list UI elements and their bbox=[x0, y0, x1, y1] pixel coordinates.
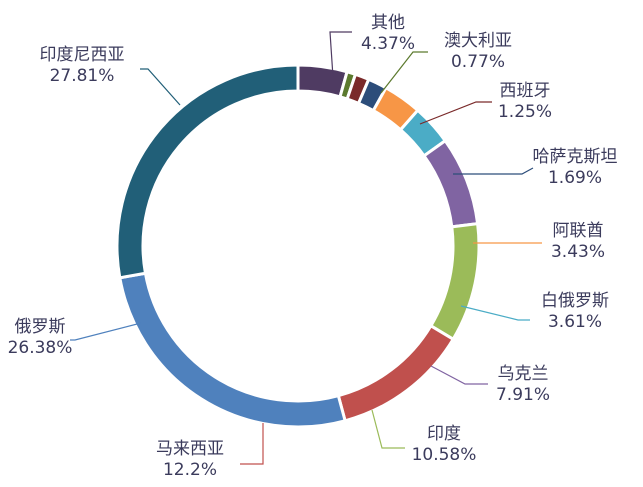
slice-value-10: 27.81% bbox=[50, 66, 115, 86]
leader-line-9 bbox=[70, 322, 142, 341]
leader-lines bbox=[70, 31, 542, 465]
slice-0 bbox=[296, 63, 349, 99]
leader-line-7 bbox=[371, 409, 405, 449]
slice-value-1: 0.77% bbox=[451, 52, 505, 72]
leader-line-6 bbox=[430, 365, 488, 385]
slice-name-5: 白俄罗斯 bbox=[541, 291, 609, 311]
leader-line-8 bbox=[240, 423, 264, 465]
slice-10 bbox=[115, 63, 300, 280]
slice-name-4: 阿联酋 bbox=[553, 221, 604, 241]
slice-name-8: 马来西亚 bbox=[156, 439, 224, 459]
donut-slices bbox=[115, 63, 481, 429]
slice-value-0: 4.37% bbox=[361, 34, 415, 54]
slice-value-8: 12.2% bbox=[163, 460, 217, 480]
slice-value-9: 26.38% bbox=[8, 338, 73, 358]
leader-line-0 bbox=[329, 31, 352, 78]
slice-name-7: 印度 bbox=[427, 424, 461, 444]
slice-value-5: 3.61% bbox=[548, 312, 602, 332]
slice-9 bbox=[118, 271, 347, 429]
leader-line-3 bbox=[453, 167, 534, 175]
leader-line-10 bbox=[140, 68, 181, 106]
slice-value-3: 1.69% bbox=[548, 168, 602, 188]
slice-value-4: 3.43% bbox=[551, 242, 605, 262]
slice-name-10: 印度尼西亚 bbox=[40, 45, 125, 65]
leader-line-1 bbox=[380, 51, 428, 94]
slice-name-1: 澳大利亚 bbox=[444, 31, 512, 51]
slice-name-9: 俄罗斯 bbox=[15, 317, 66, 337]
slice-value-2: 1.25% bbox=[498, 102, 552, 122]
slice-name-3: 哈萨克斯坦 bbox=[533, 147, 618, 167]
leader-line-2 bbox=[419, 101, 492, 125]
slice-6 bbox=[421, 138, 480, 229]
slice-value-7: 10.58% bbox=[412, 445, 477, 465]
leader-line-5 bbox=[460, 305, 530, 321]
slice-7 bbox=[428, 221, 481, 342]
slice-name-0: 其他 bbox=[371, 13, 405, 33]
slice-value-6: 7.91% bbox=[496, 385, 550, 405]
slice-8 bbox=[336, 323, 456, 423]
slice-name-6: 乌克兰 bbox=[498, 364, 549, 384]
slice-name-2: 西班牙 bbox=[500, 81, 551, 101]
